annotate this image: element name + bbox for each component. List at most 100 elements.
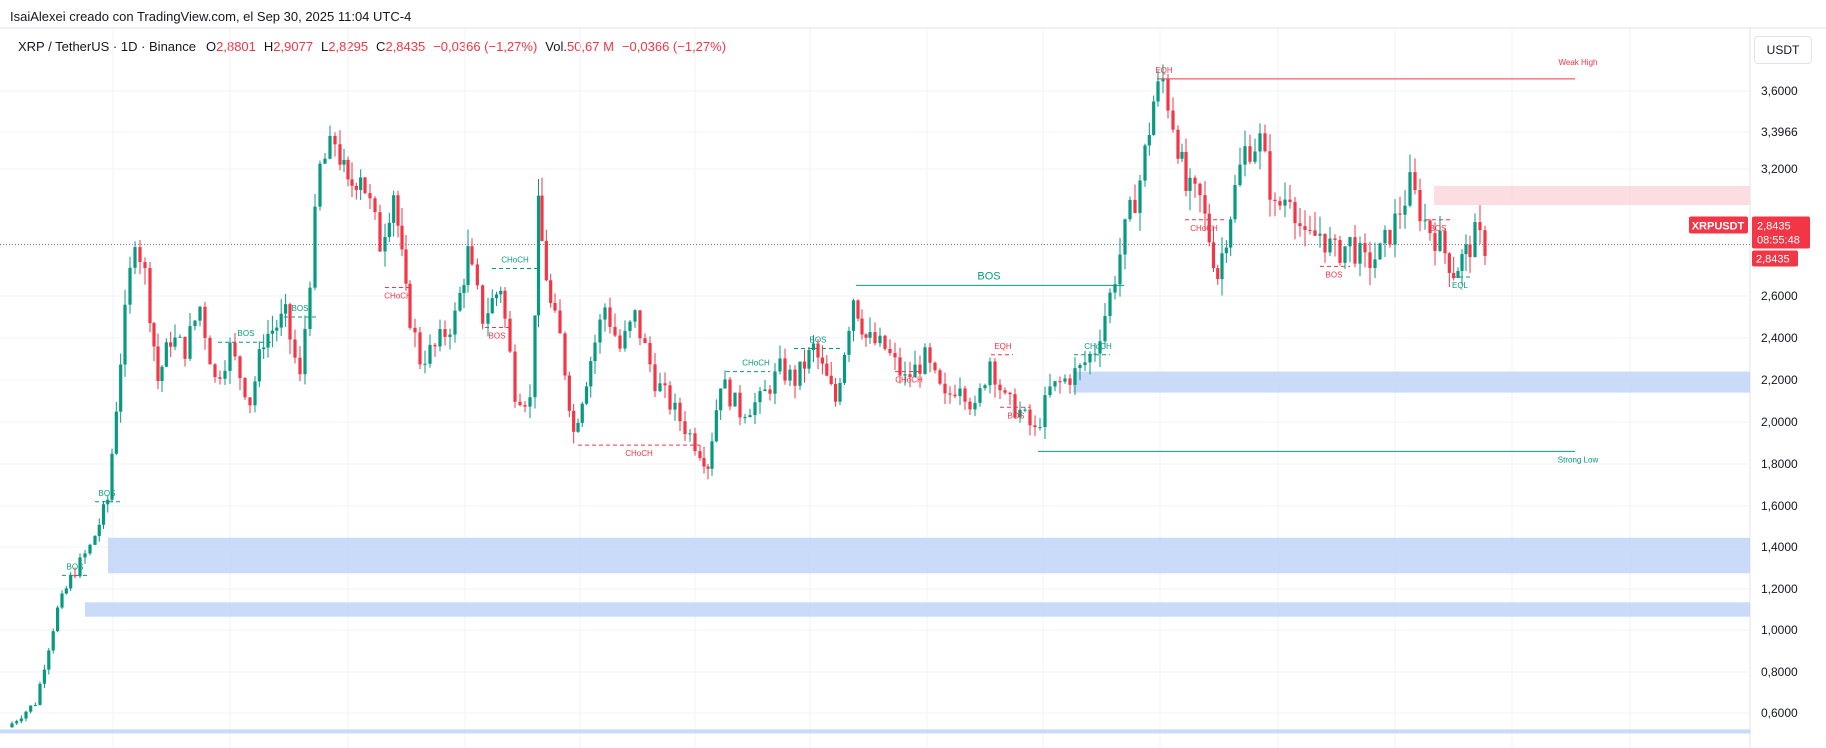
price-badge2-bg: [1752, 250, 1798, 267]
candle-body: [834, 384, 838, 402]
candle-body: [598, 319, 602, 343]
candle-body: [978, 388, 982, 403]
candle-body: [549, 280, 553, 304]
candle-body: [266, 333, 270, 348]
candle-body: [183, 336, 187, 359]
symbol-badge-label: XRPUSDT: [1692, 220, 1745, 232]
candle-body: [494, 294, 499, 299]
candle-body: [1243, 146, 1247, 165]
candle-body: [15, 721, 19, 724]
candle-body: [400, 225, 404, 250]
candle-body: [338, 144, 342, 165]
candle-body: [1108, 292, 1112, 317]
candle-body: [56, 607, 60, 632]
candles-layer: [10, 64, 1487, 728]
candle-body: [993, 361, 997, 385]
candle-body: [350, 179, 354, 186]
zone-box: [108, 537, 1750, 574]
candle-body: [1152, 101, 1156, 135]
axis-tick-label: 2,2000: [1761, 373, 1798, 387]
candle-body: [1328, 238, 1332, 253]
candle-body: [1166, 79, 1170, 111]
candle-body: [1253, 151, 1257, 162]
candle-body: [160, 366, 164, 382]
candle-body: [847, 330, 851, 355]
candle-body: [943, 383, 947, 394]
candle-body: [898, 357, 902, 376]
candle-body: [475, 264, 479, 286]
candle-body: [97, 524, 101, 536]
candle-body: [603, 307, 607, 320]
candle-body: [829, 375, 833, 385]
candle-body: [1447, 253, 1451, 273]
candle-body: [383, 237, 387, 252]
annotation-label: BOS: [489, 332, 506, 341]
candle-body: [1368, 252, 1372, 268]
candle-body: [1288, 199, 1292, 202]
candle-body: [481, 285, 485, 324]
annotation-label: Weak High: [1559, 58, 1598, 67]
candle-body: [778, 358, 782, 372]
candle-body: [738, 392, 742, 418]
candle-body: [544, 240, 548, 281]
candle-body: [811, 343, 816, 351]
candle-body: [238, 356, 242, 379]
candle-body: [1118, 254, 1122, 285]
candle-body: [233, 342, 237, 357]
candle-body: [486, 313, 490, 324]
candle-body: [73, 574, 77, 577]
annotation-label: CHoCH: [1084, 342, 1112, 351]
candle-body: [1013, 394, 1017, 418]
candle-body: [106, 499, 110, 505]
candle-body: [458, 292, 462, 311]
candle-body: [83, 553, 87, 558]
candle-body: [1433, 233, 1437, 251]
axis-tick-label: 2,6000: [1761, 289, 1798, 303]
candle-body: [1043, 395, 1047, 428]
candle-body: [1113, 284, 1117, 293]
candle-body: [536, 195, 541, 316]
candle-body: [618, 335, 622, 349]
candle-body: [1343, 246, 1347, 263]
candle-body: [673, 402, 677, 410]
candle-body: [1353, 237, 1357, 264]
candle-body: [1176, 129, 1180, 159]
candle-body: [723, 379, 727, 389]
candle-body: [1273, 199, 1277, 202]
candle-body: [1423, 220, 1427, 222]
candle-body: [1418, 190, 1422, 222]
candle-body: [633, 310, 637, 322]
currency-button[interactable]: USDT: [1754, 36, 1812, 64]
candle-body: [1068, 378, 1072, 385]
candle-body: [1138, 180, 1142, 213]
annotation-label: BOS: [977, 270, 1000, 282]
candle-body: [1388, 229, 1392, 245]
candle-body: [1403, 205, 1407, 215]
candle-body: [1438, 230, 1442, 251]
candle-body: [396, 195, 400, 226]
candle-body: [51, 631, 55, 651]
structure-lines-layer: [0, 78, 1750, 576]
attribution-text: IsaiAlexei creado con TradingView.com, e…: [10, 9, 412, 24]
candle-body: [883, 335, 887, 349]
candle-body: [798, 361, 802, 386]
candle-body: [567, 375, 571, 411]
annotation-label: BOS: [1326, 270, 1343, 279]
candle-body: [123, 304, 127, 365]
candle-body: [553, 303, 557, 311]
annotation-label: Strong Low: [1558, 455, 1599, 464]
candle-body: [678, 402, 682, 422]
candle-body: [683, 421, 687, 435]
candle-body: [1048, 386, 1052, 396]
symbol-title[interactable]: XRP / TetherUS · 1D · Binance: [18, 39, 196, 54]
candle-body: [663, 383, 667, 386]
candle-body: [1258, 133, 1262, 152]
candle-body: [948, 393, 952, 395]
axis-tick-label: 3,2000: [1761, 162, 1798, 176]
candle-body: [392, 195, 396, 223]
price-axis: 3,6000 3,3966 3,2000 2,6000 2,4000 2,2000 2,00…: [1761, 84, 1798, 720]
candle-body: [156, 346, 160, 382]
candle-body: [1278, 201, 1282, 206]
candle-body: [668, 385, 672, 410]
